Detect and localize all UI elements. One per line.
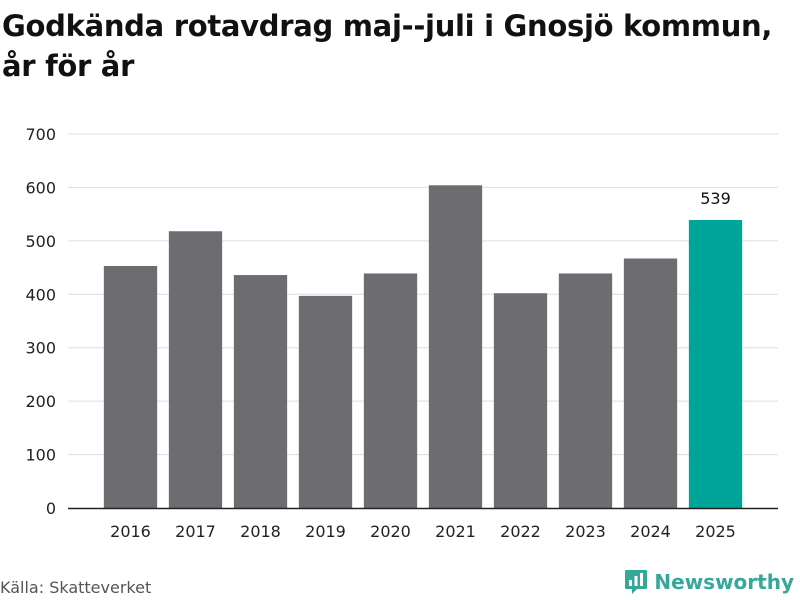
bar-2025 [688,220,743,508]
bar-2020 [363,273,418,508]
bar-chart-icon [625,570,648,594]
x-tick-label: 2025 [695,522,736,541]
y-axis-ticks: 0 100 200 300 400 500 600 700 [25,125,56,518]
brand-name: Newsworthy [654,570,794,594]
bar-2016 [103,265,158,508]
bar-2023 [558,273,613,508]
x-axis-ticks: 2016 2017 2018 2019 2020 2021 2022 2023 2024 2025 [110,522,736,541]
y-tick-label: 600 [25,178,56,197]
y-tick-label: 100 [25,446,56,465]
y-tick-label: 500 [25,232,56,251]
data-label: 539 [700,189,731,208]
data-labels: 539 [700,189,731,208]
bar-2024 [623,258,678,508]
chart-title: Godkända rotavdrag maj--juli i Gnosjö ko… [2,9,773,83]
x-tick-label: 2020 [370,522,411,541]
y-tick-label: 700 [25,125,56,144]
bar-2022 [493,293,548,508]
y-tick-label: 0 [46,499,56,518]
x-tick-label: 2022 [500,522,541,541]
bar-2021 [428,185,483,508]
bar-2017 [168,231,223,509]
bars [103,185,743,509]
y-tick-label: 400 [25,285,56,304]
x-tick-label: 2024 [630,522,671,541]
source-note: Källa: Skatteverket [0,578,152,597]
x-tick-label: 2017 [175,522,216,541]
x-tick-label: 2019 [305,522,346,541]
bar-2019 [298,295,353,508]
brand-logo: Newsworthy [624,568,794,596]
y-tick-label: 200 [25,392,56,411]
x-tick-label: 2018 [240,522,281,541]
bar-2018 [233,275,288,508]
x-tick-label: 2023 [565,522,606,541]
x-tick-label: 2016 [110,522,151,541]
y-tick-label: 300 [25,339,56,358]
x-tick-label: 2021 [435,522,476,541]
